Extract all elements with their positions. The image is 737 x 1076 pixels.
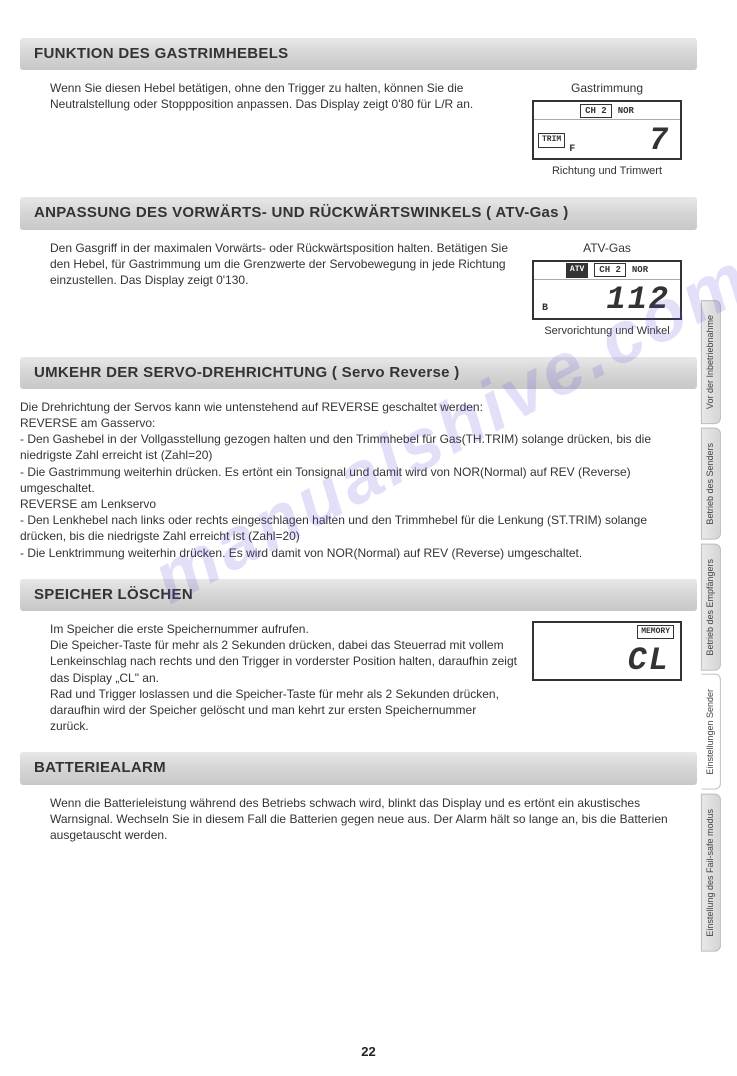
side-tabs: Vor der Inbetriebnahme Betrieb des Sende… xyxy=(701,300,737,955)
display2-caption: Servorichtung und Winkel xyxy=(527,324,687,339)
lcd1-label: TRIM xyxy=(538,133,565,148)
tab-betrieb-sender[interactable]: Betrieb des Senders xyxy=(701,428,721,540)
lcd4-label: MEMORY xyxy=(637,625,674,640)
lcd4-value: CL xyxy=(538,639,676,682)
display2-label: ATV-Gas xyxy=(527,240,687,256)
lcd-memory: MEMORY CL xyxy=(532,621,682,681)
lcd1-mode: NOR xyxy=(618,105,634,117)
section4-display: MEMORY CL xyxy=(527,621,687,681)
lcd1-ch: CH 2 xyxy=(580,104,612,118)
lcd-atv: ATV CH 2 NOR B 112 xyxy=(532,260,682,320)
tab-einstellungen-sender[interactable]: Einstellungen Sender xyxy=(701,674,721,790)
page-number: 22 xyxy=(0,1043,737,1061)
lcd-trim: CH 2 NOR TRIM F 7 xyxy=(532,100,682,160)
section1-display: Gastrimmung CH 2 NOR TRIM F 7 Richtung u… xyxy=(527,80,687,179)
s3-l1: REVERSE am Gasservo: xyxy=(20,415,687,431)
lcd2-value: 112 xyxy=(552,278,676,321)
section5-text: Wenn die Batterieleistung während des Be… xyxy=(20,795,697,844)
s3-l2: - Den Gashebel in der Vollgasstellung ge… xyxy=(20,431,687,463)
lcd1-value: 7 xyxy=(579,119,676,162)
tab-betrieb-empfaenger[interactable]: Betrieb des Empfängers xyxy=(701,544,721,671)
tab-inbetriebnahme[interactable]: Vor der Inbetriebnahme xyxy=(701,300,721,424)
page-content: FUNKTION DES GASTRIMHEBELS Wenn Sie dies… xyxy=(0,0,737,863)
display1-caption: Richtung und Trimwert xyxy=(527,164,687,179)
s3-l3: - Die Gastrimmung weiterhin drücken. Es … xyxy=(20,464,687,496)
s3-intro: Die Drehrichtung der Servos kann wie unt… xyxy=(20,399,687,415)
lcd2-mode: NOR xyxy=(632,264,648,276)
lcd2-label: ATV xyxy=(566,263,588,278)
section3-body: Die Drehrichtung der Servos kann wie unt… xyxy=(20,399,697,561)
tab-failsafe[interactable]: Einstellung des Fail-safe modus xyxy=(701,794,721,952)
lcd1-sub: F xyxy=(569,143,575,161)
section1-text: Wenn Sie diesen Hebel betätigen, ohne de… xyxy=(50,80,517,112)
section4-text: Im Speicher die erste Speichernummer auf… xyxy=(50,621,517,734)
section2-display: ATV-Gas ATV CH 2 NOR B 112 Servorichtung… xyxy=(527,240,687,339)
section2-text: Den Gasgriff in der maximalen Vorwärts- … xyxy=(50,240,517,289)
section-header-reverse: UMKEHR DER SERVO-DREHRICHTUNG ( Servo Re… xyxy=(20,357,697,389)
s3-l6: - Die Lenktrimmung weiterhin drücken. Es… xyxy=(20,545,687,561)
display1-label: Gastrimmung xyxy=(527,80,687,96)
lcd2-ch: CH 2 xyxy=(594,263,626,277)
section-header-gastrim: FUNKTION DES GASTRIMHEBELS xyxy=(20,38,697,70)
lcd2-sub: B xyxy=(542,302,548,320)
s3-l4: REVERSE am Lenkservo xyxy=(20,496,687,512)
section-header-atv: ANPASSUNG DES VORWÄRTS- UND RÜCKWÄRTSWIN… xyxy=(20,197,697,229)
section-header-battery: BATTERIEALARM xyxy=(20,752,697,784)
section-header-memory: SPEICHER LÖSCHEN xyxy=(20,579,697,611)
s3-l5: - Den Lenkhebel nach links oder rechts e… xyxy=(20,512,687,544)
